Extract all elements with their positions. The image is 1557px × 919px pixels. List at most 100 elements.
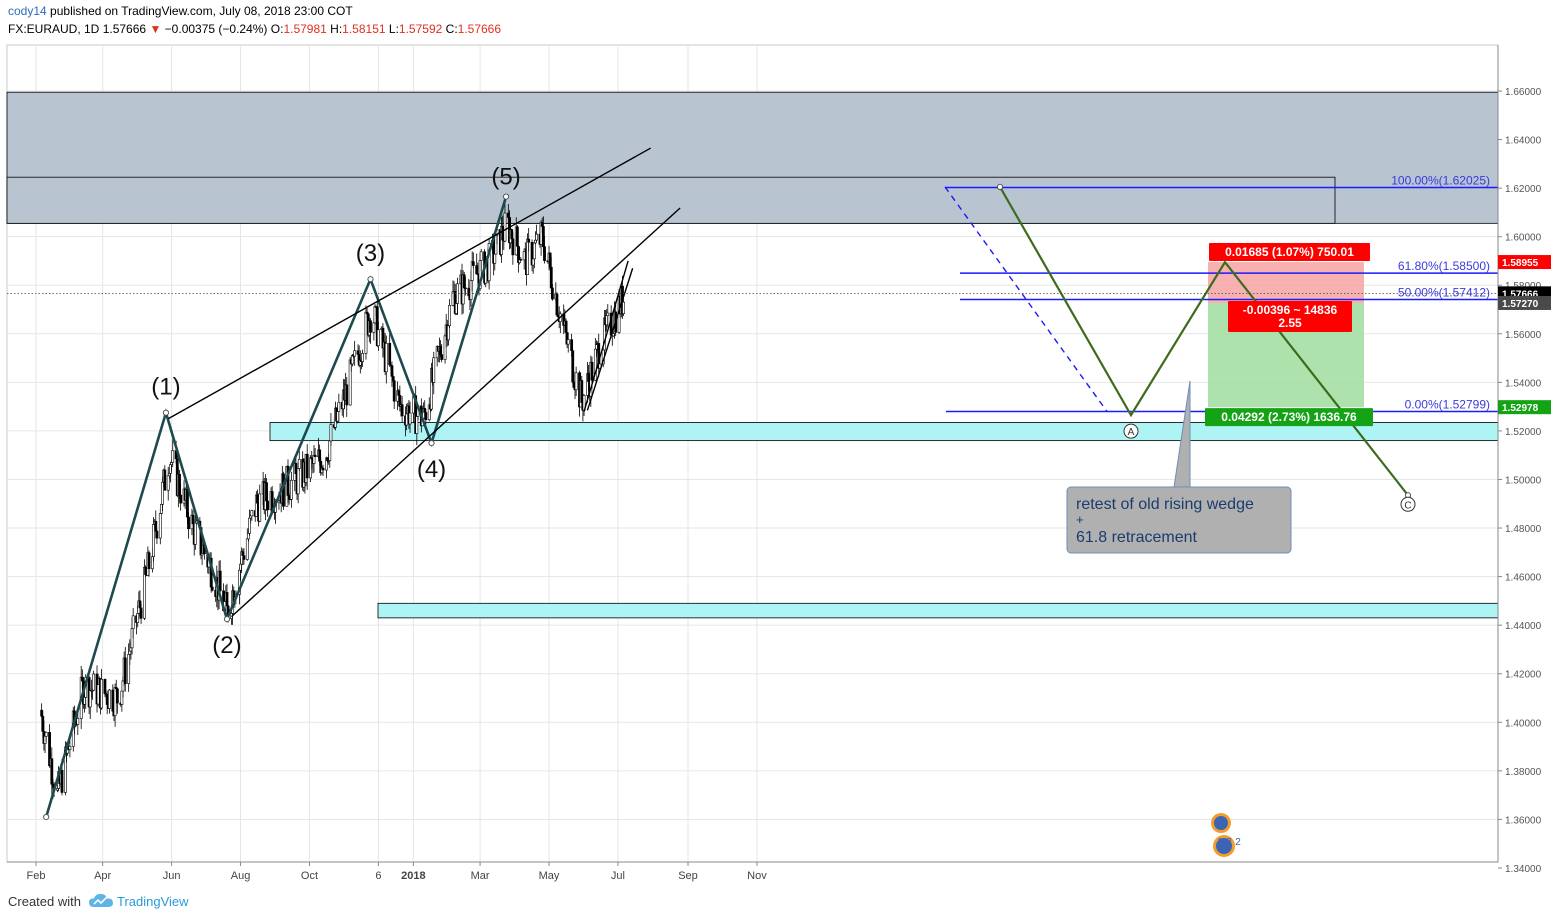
open-value: 1.57981 [283, 22, 327, 36]
x-tick-label: May [539, 870, 560, 882]
candle-up [171, 450, 175, 463]
candle-up [493, 253, 497, 264]
projection-start-point [996, 183, 1004, 191]
price-badge-bg-target [1498, 400, 1551, 415]
callout-line-1: retest of old rising wedge [1076, 496, 1254, 513]
price-badge-target: 1.52978 [1502, 403, 1539, 414]
candle-down [570, 339, 574, 352]
candle-down [392, 380, 396, 402]
candle-down [155, 530, 159, 539]
y-tick-label: 1.62000 [1505, 184, 1542, 195]
x-tick-label: Nov [747, 870, 767, 882]
y-tick-label: 1.50000 [1505, 475, 1542, 486]
candle-down [103, 678, 107, 694]
candle-up [535, 233, 538, 241]
candle-down [519, 259, 523, 261]
event-count-2: 2 [1235, 837, 1241, 848]
impulse-wave-line [44, 196, 508, 818]
candle-up [92, 673, 96, 691]
candle-up [158, 513, 162, 539]
high-label: H: [330, 22, 343, 36]
abc-projection-line [999, 186, 1409, 496]
candle-up [606, 312, 610, 316]
candle-up [193, 522, 197, 545]
x-tick-label: Mar [471, 870, 490, 882]
wave-label-4: (4) [417, 456, 446, 483]
candle-up [250, 510, 254, 517]
candle-up [353, 350, 357, 357]
candle-up [337, 402, 341, 413]
candle-up [456, 283, 459, 304]
candle-down [440, 354, 444, 360]
wave-a-circle [1123, 423, 1139, 439]
risk-reward-label-text: -0.00396 ~ 14836 [1243, 303, 1338, 317]
candle-up [297, 459, 301, 469]
y-tick-label: 1.34000 [1505, 864, 1542, 875]
stop-label-bg [1209, 243, 1370, 262]
y-tick-label: 1.66000 [1505, 87, 1542, 98]
candle-down [313, 454, 317, 457]
x-tick-label: Aug [231, 870, 251, 882]
fib-trend-dashed [944, 186, 1108, 412]
price-chart[interactable]: 1.660001.640001.620001.600001.580001.560… [0, 40, 1557, 887]
candle-down [515, 226, 519, 247]
wave-label-2: (2) [212, 632, 241, 659]
x-tick-label: Oct [301, 870, 318, 882]
candle-up [622, 301, 626, 314]
fib-label-2: 50.00%(1.57412) [1398, 286, 1490, 300]
candle-down [400, 404, 404, 417]
y-tick-label: 1.54000 [1505, 378, 1542, 389]
price-badge-entry: 1.57270 [1502, 299, 1539, 310]
x-tick-label: Feb [27, 870, 46, 882]
candle-up [503, 212, 507, 242]
candle-down [543, 246, 546, 261]
candle-down [123, 657, 127, 684]
price-badge-bg-entry [1498, 295, 1551, 310]
wave-c-label: C [1404, 500, 1411, 511]
candle-up [245, 538, 249, 560]
open-label: O: [270, 22, 284, 36]
y-tick-label: 1.60000 [1505, 233, 1542, 244]
candle-up [296, 468, 300, 495]
y-tick-label: 1.44000 [1505, 621, 1542, 632]
candle-up [487, 243, 491, 282]
x-tick-label: Apr [94, 870, 111, 882]
price-badge-last: 1.57666 [1502, 289, 1539, 300]
author-link[interactable]: cody14 [8, 4, 47, 18]
symbol-name: FX:EURAUD, 1D [8, 22, 100, 36]
candle-down [463, 287, 467, 290]
callout-line-3: 61.8 retracement [1076, 529, 1198, 546]
risk-reward-label-bg [1228, 300, 1352, 332]
publish-line: cody14 published on TradingView.com, Jul… [8, 4, 353, 18]
position-layer [1208, 262, 1364, 408]
candle-down [388, 343, 392, 366]
candle-down [163, 469, 167, 491]
event-marker-inner-2 [1216, 838, 1232, 854]
drawings-layer [7, 147, 1498, 821]
candle-down [60, 769, 64, 793]
y-tick-label: 1.46000 [1505, 573, 1542, 584]
zones-layer [6, 91, 1499, 619]
candle-up [76, 718, 80, 725]
fib-label-1: 61.80%(1.58500) [1398, 259, 1490, 273]
tradingview-brand-link[interactable]: TradingView [117, 894, 189, 909]
candle-up [68, 745, 72, 750]
target-label-bg [1205, 408, 1373, 427]
candle-up [408, 412, 412, 425]
y-tick-label: 1.40000 [1505, 718, 1542, 729]
event-marker-inner [1214, 816, 1228, 830]
candle-down [321, 467, 325, 471]
axes-layer: 1.660001.640001.620001.600001.580001.560… [7, 45, 1551, 882]
candle-down [527, 238, 531, 243]
candle-up [361, 353, 364, 362]
wave-point-2 [223, 615, 231, 623]
candle-up [532, 242, 536, 260]
channel-line-a [583, 260, 629, 412]
support-zone-low [377, 602, 1499, 619]
high-value: 1.58151 [342, 22, 386, 36]
callout-line-2: + [1076, 512, 1084, 527]
candle-down [225, 592, 229, 607]
target-label-text: 0.04292 (2.73%) 1636.76 [1221, 410, 1357, 424]
chart-header: cody14 published on TradingView.com, Jul… [0, 0, 1557, 44]
candle-up [448, 305, 451, 327]
